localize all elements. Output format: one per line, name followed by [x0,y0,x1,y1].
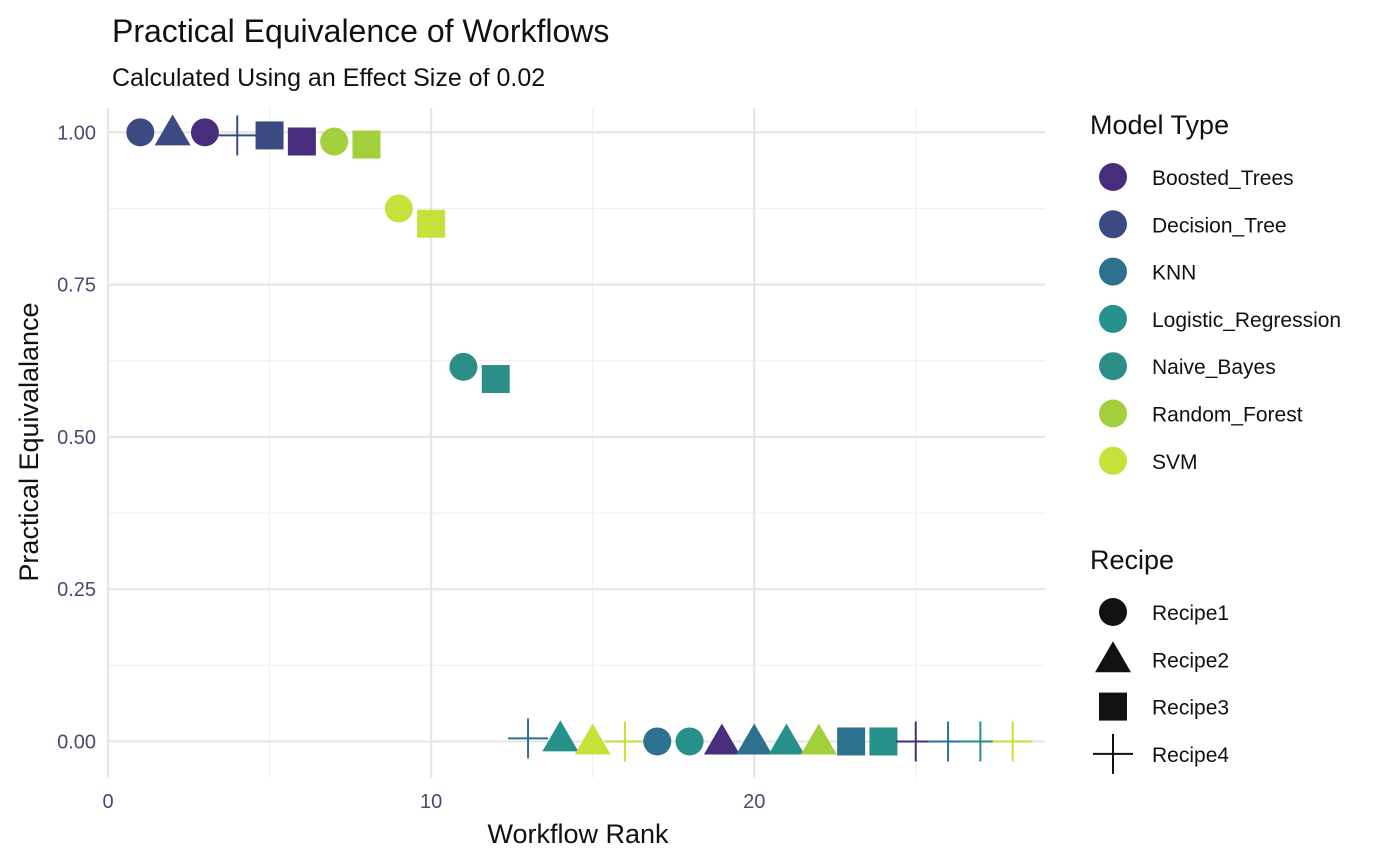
legend-label-model: Logistic_Regression [1152,309,1341,332]
data-point [287,127,316,156]
data-point [417,209,446,238]
data-point [574,723,611,755]
legend-key-shape [1093,733,1133,774]
data-point [217,115,258,156]
data-point [736,723,773,755]
legend-label-recipe: Recipe1 [1152,602,1229,625]
data-point [542,720,579,752]
plot-grid [106,108,1045,778]
data-point [255,121,284,150]
x-tick-label: 0 [102,791,113,813]
x-axis-label: Workflow Rank [487,819,669,849]
data-point [126,118,155,147]
legend-key-shape [1099,692,1127,721]
model-type-legend-title: Model Type [1090,110,1229,140]
legend-key-shape [1099,598,1127,626]
x-tick-label: 10 [420,791,442,813]
legend-label-model: Random_Forest [1152,404,1303,427]
y-tick-label: 0.50 [57,427,96,449]
legend-label-model: SVM [1152,451,1198,474]
legend-label-model: Naive_Bayes [1152,356,1276,379]
data-points [126,114,1033,762]
data-point [768,723,805,755]
data-point [384,194,413,223]
x-tick-label: 20 [743,791,765,813]
data-point [320,127,349,156]
data-point [190,118,219,147]
legend-key-color [1099,257,1127,286]
data-point [800,723,837,755]
legend-label-recipe: Recipe3 [1152,697,1229,720]
legend-label-model: KNN [1152,262,1196,285]
data-point [837,727,866,756]
y-axis-label: Practical Equivalalance [14,302,44,581]
legend-key-color [1099,210,1127,239]
y-tick-label: 1.00 [57,122,96,144]
recipe-legend-title: Recipe [1090,545,1174,575]
y-tick-label: 0.75 [57,275,96,297]
chart-subtitle: Calculated Using an Effect Size of 0.02 [112,64,545,92]
legend-label-model: Boosted_Trees [1152,167,1294,190]
data-point [481,365,510,394]
legend-label-model: Decision_Tree [1152,214,1287,237]
legend-key-color [1099,399,1127,428]
legend-label-recipe: Recipe2 [1152,649,1229,672]
data-point [508,718,549,759]
chart-title: Practical Equivalence of Workflows [112,13,609,49]
y-tick-label: 0.00 [57,731,96,753]
legend-key-color [1099,446,1127,475]
model-type-legend: Model Type Boosted_Trees Decision_Tree KNN… [1090,110,1341,475]
data-point [154,114,191,146]
data-point [643,727,672,756]
legend-key-color [1099,304,1127,333]
legend-key-color [1099,352,1127,381]
data-point [352,130,381,159]
legend-label-recipe: Recipe4 [1152,744,1229,767]
recipe-legend: Recipe Recipe1 Recipe2 Recipe3 Recipe4 [1090,545,1229,774]
data-point [604,721,645,762]
legend-key-shape [1095,641,1131,673]
data-point [703,723,740,755]
data-point [449,352,478,381]
data-point [675,727,704,756]
data-point [992,721,1033,762]
legend-key-color [1099,163,1127,191]
axis-ticks: 0 10 20 0.00 0.25 0.50 0.75 1.00 [57,122,765,813]
data-point [869,727,898,756]
y-tick-label: 0.25 [57,579,96,601]
